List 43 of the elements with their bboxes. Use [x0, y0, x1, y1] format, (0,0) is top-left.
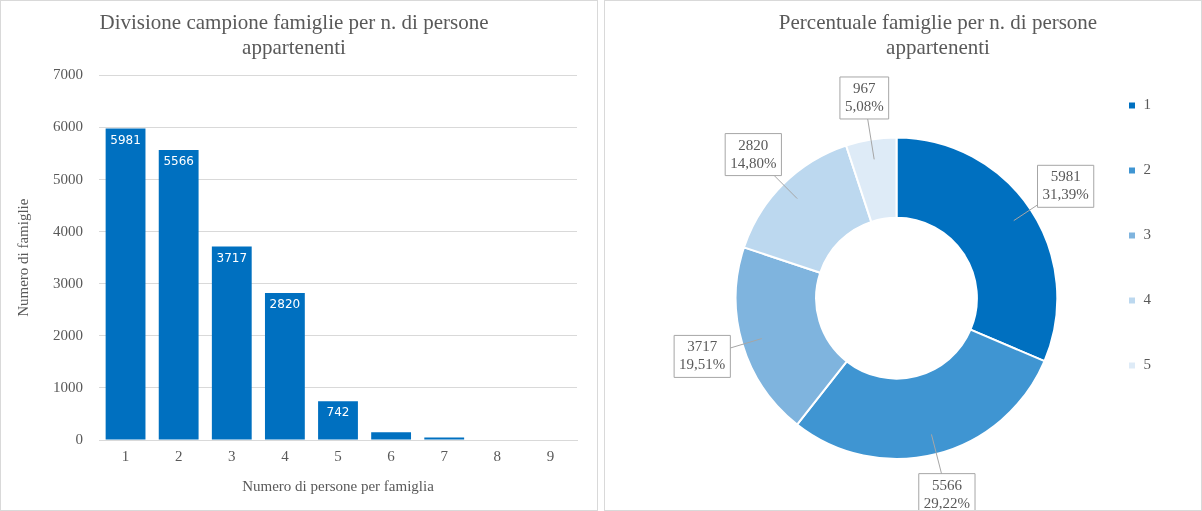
- x-tick-label: 8: [493, 447, 502, 464]
- y-tick-label: 2000: [53, 326, 83, 343]
- data-label: 5566: [163, 154, 194, 169]
- legend-label: 5: [1143, 356, 1151, 373]
- bar: [318, 401, 358, 440]
- x-tick-label: 7: [440, 447, 449, 464]
- data-label: 3717 19,51%: [679, 338, 726, 373]
- x-tick-label: 1: [121, 447, 130, 464]
- y-axis-title: Numero di famiglie: [14, 198, 31, 317]
- y-tick-label: 1000: [53, 378, 83, 395]
- y-tick-label: 7000: [53, 66, 83, 83]
- x-tick-label: 4: [281, 447, 290, 464]
- y-tick-label: 6000: [53, 118, 83, 135]
- legend-label: 2: [1143, 161, 1151, 178]
- bar: [424, 437, 465, 440]
- bar: [264, 293, 305, 440]
- bar: [371, 432, 412, 440]
- y-tick-label: 5000: [53, 170, 83, 187]
- chart-title: Percentuale famiglie per n. di persone appartenenti: [778, 10, 1098, 60]
- y-tick-label: 3000: [53, 274, 83, 291]
- data-label: 5981 31,39%: [1042, 168, 1089, 203]
- data-label: 2820 14,80%: [730, 136, 777, 171]
- x-tick-label: 9: [546, 447, 555, 464]
- chart-title: Divisione campione famiglie per n. di persone appartenenti: [99, 10, 489, 60]
- data-label: 3717: [216, 250, 248, 265]
- bar: [211, 246, 252, 440]
- y-tick-label: 4000: [53, 222, 83, 239]
- legend-label: 1: [1143, 96, 1151, 113]
- bar: [158, 150, 199, 440]
- y-tick-label: 0: [75, 430, 83, 447]
- x-tick-label: 5: [334, 447, 342, 464]
- legend-label: 4: [1143, 291, 1152, 308]
- x-tick-label: 3: [228, 447, 236, 464]
- x-tick-label: 2: [174, 447, 183, 464]
- legend-label: 3: [1143, 226, 1151, 243]
- x-axis-title: Numero di persone per famiglia: [242, 477, 435, 494]
- x-tick-label: 6: [387, 447, 396, 464]
- data-label: 967 5,08%: [844, 79, 884, 114]
- data-label: 742: [326, 405, 350, 420]
- data-label: 2820: [269, 297, 301, 312]
- data-label: 5981: [110, 132, 141, 147]
- data-label: 5566 29,22%: [923, 476, 971, 511]
- bar: [105, 128, 146, 440]
